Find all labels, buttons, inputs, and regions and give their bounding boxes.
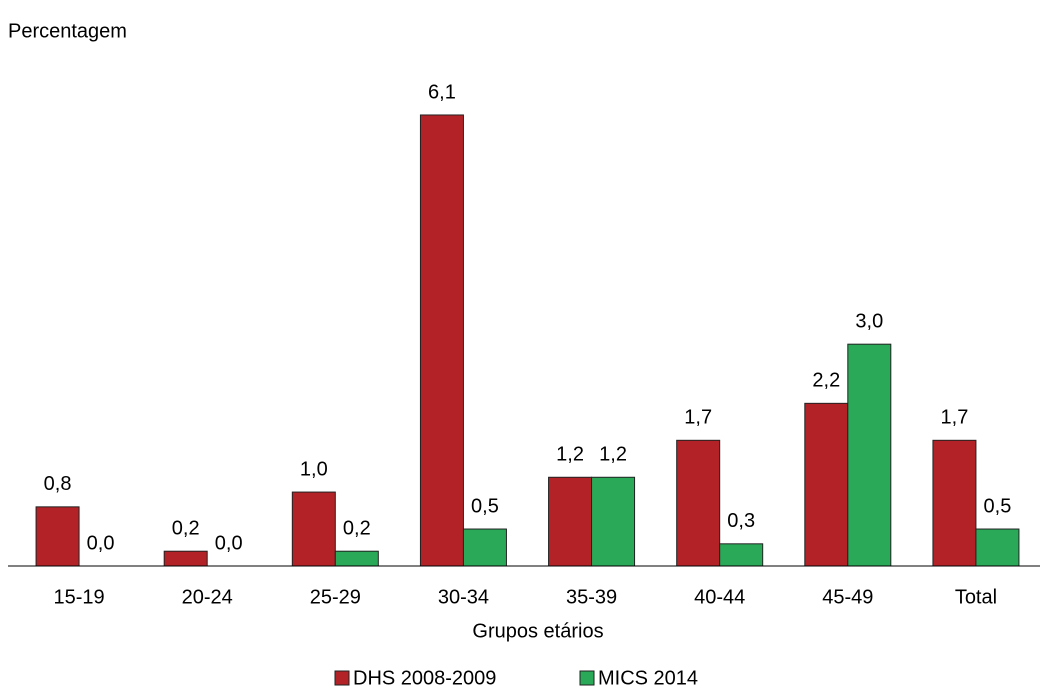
bar xyxy=(719,543,764,567)
x-tick-label: 35-39 xyxy=(566,586,617,608)
value-label: 0,3 xyxy=(727,510,755,532)
value-label: 0,2 xyxy=(343,517,371,539)
x-tick-label: 40-44 xyxy=(694,586,745,608)
legend-label: DHS 2008-2009 xyxy=(353,667,496,689)
legend-swatch xyxy=(579,670,595,686)
x-axis-title: Grupos etários xyxy=(472,620,603,642)
value-label: 3,0 xyxy=(855,310,883,332)
y-axis-title: Percentagem xyxy=(8,20,127,42)
x-tick-label: Total xyxy=(955,586,997,608)
x-tick-label: 30-34 xyxy=(438,586,489,608)
bar xyxy=(163,550,208,567)
bar xyxy=(419,114,464,567)
bar xyxy=(334,550,379,567)
value-label: 1,2 xyxy=(599,444,627,466)
value-label: 0,5 xyxy=(984,495,1012,517)
value-label: 0,5 xyxy=(471,495,499,517)
value-label: 0,0 xyxy=(215,532,243,554)
bar xyxy=(676,439,721,567)
bar xyxy=(932,439,977,567)
bar xyxy=(975,528,1020,567)
x-tick-label: 20-24 xyxy=(182,586,233,608)
value-label: 1,7 xyxy=(684,407,712,429)
legend-label: MICS 2014 xyxy=(598,667,698,689)
bar xyxy=(35,506,80,567)
value-label: 1,0 xyxy=(300,458,328,480)
x-tick-label: 15-19 xyxy=(53,586,104,608)
value-label: 0,8 xyxy=(44,473,72,495)
x-tick-label: 45-49 xyxy=(822,586,873,608)
value-label: 1,2 xyxy=(556,444,584,466)
value-label: 1,7 xyxy=(941,407,969,429)
bar xyxy=(847,343,892,567)
bar xyxy=(591,476,636,567)
value-label: 6,1 xyxy=(428,81,456,103)
value-label: 0,0 xyxy=(87,532,115,554)
value-label: 2,2 xyxy=(812,370,840,392)
bar xyxy=(462,528,507,567)
x-tick-label: 25-29 xyxy=(310,586,361,608)
legend-swatch xyxy=(334,670,350,686)
value-label: 0,2 xyxy=(172,517,200,539)
bar xyxy=(804,402,849,567)
bar xyxy=(291,491,336,567)
bar xyxy=(548,476,593,567)
